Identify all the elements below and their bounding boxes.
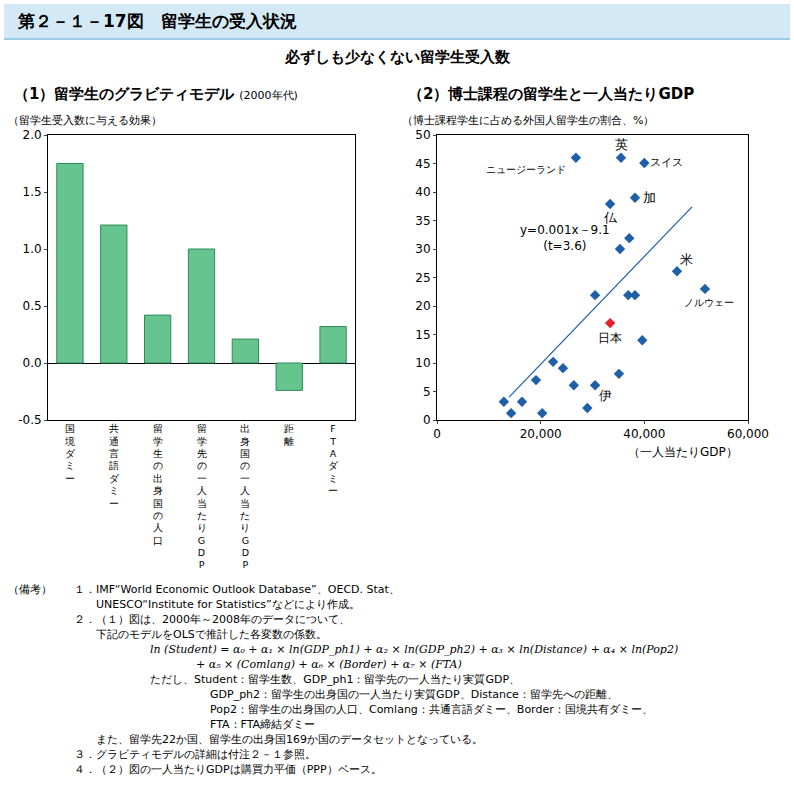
svg-text:スイス: スイス [650, 156, 683, 169]
svg-text:ノルウェー: ノルウェー [684, 297, 734, 308]
svg-text:15: 15 [415, 328, 430, 342]
html-text:Pop2：留学生の出身国の人口、Comlang：共通言語ダミ: Pop2：留学生の出身国の人口、Comlang：共通言語ダミー、Border：国… [210, 703, 653, 716]
html-text:ln (Student) = α₀ + α₁ × ln(GD: ln (Student) = α₀ + α₁ × ln(GDP_ph1) + α… [150, 643, 679, 656]
html-text:ただし、Student：留学生数、GDP_ph1：留学先の一: ただし、Student：留学生数、GDP_ph1：留学先の一人当たり実質GDP、 [150, 673, 520, 686]
svg-text:共通言語ダミー: 共通言語ダミー [109, 423, 120, 508]
svg-text:ニュージーランド: ニュージーランド [486, 164, 566, 175]
svg-text:（2）博士課程の留学生と一人当たりGDP: （2）博士課程の留学生と一人当たりGDP [408, 85, 694, 103]
svg-text:加: 加 [643, 190, 656, 205]
svg-text:20: 20 [415, 299, 430, 313]
svg-text:留学生の出身国の人口: 留学生の出身国の人口 [153, 423, 163, 545]
html-text:必ずしも少なくない留学生受入数: 必ずしも少なくない留学生受入数 [284, 48, 510, 66]
svg-text:距離: 距離 [284, 423, 294, 446]
html-text:４．（２）図の一人当たりGDPは購買力平価（PPP）ベース。: ４．（２）図の一人当たりGDPは購買力平価（PPP）ベース。 [74, 763, 382, 776]
svg-text:出身国の一人当たりGDP: 出身国の一人当たりGDP [240, 423, 250, 570]
svg-text:20,000: 20,000 [520, 427, 562, 441]
svg-text:1.0: 1.0 [23, 242, 42, 256]
svg-text:30: 30 [415, 242, 430, 256]
svg-text:英: 英 [615, 137, 628, 152]
html-text:GDP_ph2：留学生の出身国の一人当たり実質GDP、Dis: GDP_ph2：留学生の出身国の一人当たり実質GDP、Distance：留学先へ… [210, 688, 618, 701]
html-text:第２－１－17図 留学生の受入状況: 第２－１－17図 留学生の受入状況 [18, 11, 297, 31]
svg-text:1.5: 1.5 [23, 185, 42, 199]
svg-text:40: 40 [415, 185, 430, 199]
svg-text:日本: 日本 [598, 331, 622, 345]
svg-text:35: 35 [415, 214, 430, 228]
svg-text:60,000: 60,000 [727, 427, 769, 441]
svg-text:（一人当たりGDP）: （一人当たりGDP） [628, 445, 738, 459]
svg-text:0.5: 0.5 [23, 299, 42, 313]
svg-text:留学先の一人当たりGDP: 留学先の一人当たりGDP [197, 423, 207, 570]
svg-text:（博士課程学生に占める外国人留学生の割合、%）: （博士課程学生に占める外国人留学生の割合、%） [402, 114, 654, 127]
svg-text:FTAダミー: FTAダミー [328, 423, 339, 496]
svg-text:25: 25 [415, 271, 430, 285]
svg-text:仏: 仏 [603, 210, 618, 225]
svg-text:伊: 伊 [599, 388, 612, 403]
svg-text:-0.5: -0.5 [18, 413, 41, 427]
html-text:UNESCO“Institute for Statistic: UNESCO“Institute for Statistics”などにより作成。 [96, 598, 360, 611]
svg-text:国境ダミー: 国境ダミー [64, 423, 76, 483]
svg-text:0.0: 0.0 [23, 356, 42, 370]
html-text:２．（１）図は、2000年～2008年のデータについて、: ２．（１）図は、2000年～2008年のデータについて、 [74, 613, 350, 626]
svg-text:10: 10 [415, 356, 430, 370]
svg-text:（1）留学生のグラビティモデル (2000年代): （1）留学生のグラビティモデル (2000年代) [14, 85, 298, 103]
html-text:３．グラビティモデルの詳細は付注２－１参照。: ３．グラビティモデルの詳細は付注２－１参照。 [74, 748, 316, 761]
svg-text:y=0.001x－9.1(t=3.6): y=0.001x－9.1(t=3.6) [520, 223, 610, 253]
html-text:FTA：FTA締結ダミー: FTA：FTA締結ダミー [210, 718, 316, 731]
svg-text:（留学生受入数に与える効果）: （留学生受入数に与える効果） [8, 114, 162, 127]
svg-text:米: 米 [680, 252, 693, 267]
html-text:１．IMF“World Economic Outlook D: １．IMF“World Economic Outlook Database”、O… [74, 583, 400, 596]
html-text:+ α₅ × (Comlang) + α₆ × (Borde: + α₅ × (Comlang) + α₆ × (Border) + α₇ × … [196, 658, 462, 671]
svg-text:40,000: 40,000 [623, 427, 665, 441]
html-text:下記のモデルをOLSで推計した各変数の係数。: 下記のモデルをOLSで推計した各変数の係数。 [96, 628, 327, 641]
svg-text:0: 0 [423, 413, 431, 427]
svg-text:5: 5 [423, 385, 431, 399]
html-text:また、留学先22か国、留学生の出身国169か国のデータセット: また、留学先22か国、留学生の出身国169か国のデータセットとなっている。 [96, 733, 483, 746]
svg-text:45: 45 [415, 157, 430, 171]
svg-text:50: 50 [415, 128, 430, 142]
html-text:（備考）: （備考） [8, 583, 52, 596]
svg-text:0: 0 [433, 427, 441, 441]
svg-text:2.0: 2.0 [23, 128, 42, 142]
